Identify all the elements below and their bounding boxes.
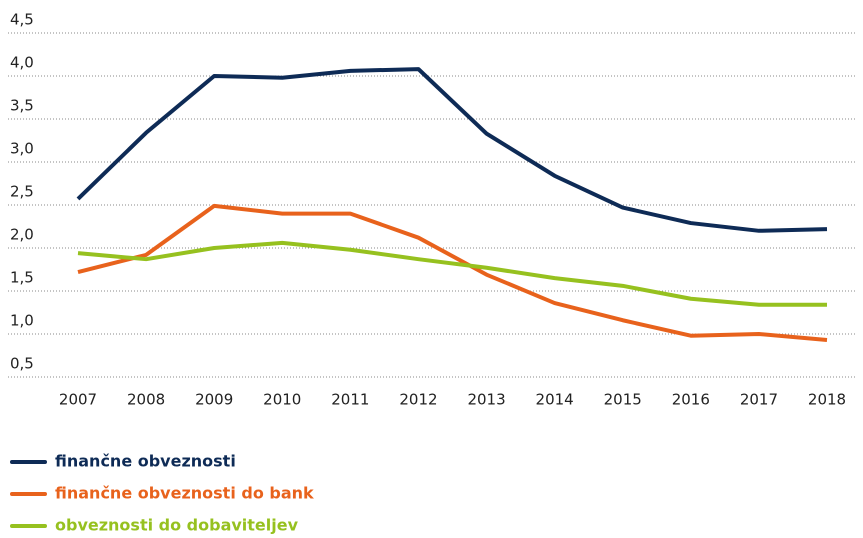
y-tick-label: 4,0 xyxy=(10,54,34,72)
x-tick-label: 2014 xyxy=(536,391,574,409)
x-tick-label: 2015 xyxy=(604,391,642,409)
series-line xyxy=(77,240,827,307)
y-tick-label: 0,5 xyxy=(10,355,34,373)
series-line xyxy=(77,203,828,343)
y-tick-label: 3,5 xyxy=(10,97,34,115)
legend-label: finančne obveznosti xyxy=(55,452,236,471)
y-tick-label: 2,5 xyxy=(10,183,34,201)
x-tick-label: 2009 xyxy=(195,391,233,409)
series-line xyxy=(76,67,828,233)
x-tick-label: 2010 xyxy=(263,391,301,409)
x-tick-label: 2007 xyxy=(59,391,97,409)
y-tick-label: 2,0 xyxy=(10,226,34,244)
legend-label: finančne obveznosti do bank xyxy=(55,484,314,503)
x-tick-label: 2017 xyxy=(740,391,778,409)
x-tick-label: 2008 xyxy=(127,391,165,409)
x-tick-label: 2016 xyxy=(672,391,710,409)
y-tick-label: 4,5 xyxy=(10,11,34,29)
x-tick-label: 2013 xyxy=(467,391,505,409)
y-tick-label: 1,0 xyxy=(10,312,34,330)
x-tick-label: 2018 xyxy=(808,391,846,409)
x-tick-label: 2011 xyxy=(331,391,369,409)
y-tick-label: 3,0 xyxy=(10,140,34,158)
legend-label: obveznosti do dobaviteljev xyxy=(55,516,299,535)
x-tick-label: 2012 xyxy=(399,391,437,409)
y-tick-label: 1,5 xyxy=(10,269,34,287)
